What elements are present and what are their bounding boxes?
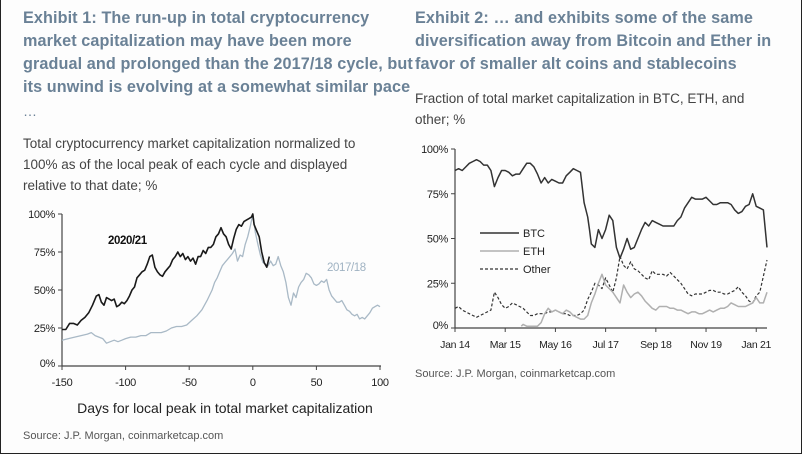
exhibit-1-subtitle-line: relative to that date; % xyxy=(23,178,158,193)
y-tick-label: 75% xyxy=(34,247,56,259)
exhibit-1-source: Source: J.P. Morgan, coinmarketcap.com xyxy=(23,430,224,442)
series-label-2017-18: 2017/18 xyxy=(327,262,366,274)
x-tick-label: Jul 17 xyxy=(593,339,620,351)
exhibit-2-title-line: favor of smaller alt coins and stablecoi… xyxy=(415,55,737,73)
chart-1-lines xyxy=(61,213,381,344)
x-tick-label: Mar 15 xyxy=(490,339,521,351)
x-tick-label: Nov 19 xyxy=(690,339,722,351)
y-tick-label: 25% xyxy=(34,323,56,335)
series-line-eth xyxy=(520,273,768,327)
exhibit-2-subtitle: Fraction of total market capitalization … xyxy=(415,88,744,130)
exhibit-2-source: Source: J.P. Morgan, coinmarketcap.com xyxy=(415,368,616,380)
x-tick-label: 100 xyxy=(371,377,389,389)
series-line-2020-21 xyxy=(62,213,271,331)
x-tick-label: Jan 21 xyxy=(741,339,771,351)
legend-label-btc: BTC xyxy=(523,228,545,240)
y-tick-label: 100% xyxy=(28,209,55,221)
exhibit-1-title-line: gradual and prolonged than the 2017/18 c… xyxy=(23,55,413,73)
exhibit-1-subtitle: Total cryptocurrency market capitalizati… xyxy=(23,133,355,196)
x-tick-label: -50 xyxy=(182,377,197,389)
chart-2-axes: 0% 25% 50% 75% 100% Jan 14 Mar 15 May 16 Jul 17 S… xyxy=(421,144,772,351)
x-tick-label: 0 xyxy=(250,377,256,389)
x-tick-label: Sep 18 xyxy=(640,339,672,351)
y-tick-label: 50% xyxy=(34,285,56,297)
chart-2-svg: 0% 25% 50% 75% 100% Jan 14 Mar 15 May 16 Jul 17 S… xyxy=(421,144,772,351)
series-label-2020-21: 2020/21 xyxy=(108,235,148,247)
exhibit-2-title: Exhibit 2: … and exhibits some of the sa… xyxy=(415,7,771,76)
x-axis-label: Days for local peak in total market capi… xyxy=(77,400,373,416)
chart-1-axes: 0% 25% 50% 75% 100% -150 -100 -50 0 50 100 Days for… xyxy=(28,209,389,416)
y-tick-label: 75% xyxy=(427,189,449,201)
x-tick-label: Jan 14 xyxy=(440,339,470,351)
y-tick-label: 0% xyxy=(433,320,449,332)
exhibit-1-panel: Exhibit 1: The run-up in total cryptocur… xyxy=(0,0,413,455)
series-line-2017-18 xyxy=(61,213,381,344)
exhibit-1-title: Exhibit 1: The run-up in total cryptocur… xyxy=(23,7,413,99)
y-tick-label: 100% xyxy=(421,144,448,156)
chart-2-lines xyxy=(454,158,768,327)
exhibit-2-subtitle-line: other; % xyxy=(415,112,466,127)
series-line-btc xyxy=(454,158,768,259)
exhibit-2-title-line: Exhibit 2: … and exhibits some of the sa… xyxy=(415,9,753,27)
y-tick-label: 50% xyxy=(427,234,449,246)
exhibit-1-title-line: Exhibit 1: The run-up in total cryptocur… xyxy=(23,9,370,27)
exhibit-1-subtitle-line: Total cryptocurrency market capitalizati… xyxy=(23,136,356,151)
exhibit-1-title-line: market capitalization may have been more xyxy=(23,32,352,50)
exhibit-1-title-line: its unwind is evolving at a somewhat sim… xyxy=(23,78,411,96)
exhibit-1-title-ellipsis: … xyxy=(23,103,37,119)
x-tick-label: May 16 xyxy=(539,339,572,351)
x-tick-label: 50 xyxy=(311,377,323,389)
x-tick-label: -100 xyxy=(115,377,136,389)
legend-label-eth: ETH xyxy=(523,246,545,258)
legend-label-other: Other xyxy=(523,264,551,276)
chart-1-svg: 0% 25% 50% 75% 100% -150 -100 -50 0 50 100 Days for… xyxy=(28,209,389,416)
x-tick-label: -150 xyxy=(52,377,73,389)
y-tick-label: 0% xyxy=(40,358,56,370)
exhibit-2-title-line: diversification away from Bitcoin and Et… xyxy=(415,32,772,50)
chart-2-legend: BTC ETH Other xyxy=(480,228,551,276)
series-line-other xyxy=(454,255,768,318)
exhibit-2-subtitle-line: Fraction of total market capitalization … xyxy=(415,91,745,106)
chart-1-labels: 2020/21 2017/18 xyxy=(108,235,366,274)
y-tick-label: 25% xyxy=(427,278,449,290)
exhibit-2-panel: Exhibit 2: … and exhibits some of the sa… xyxy=(400,0,802,455)
exhibit-1-subtitle-line: 100% as of the local peak of each cycle … xyxy=(23,157,348,172)
